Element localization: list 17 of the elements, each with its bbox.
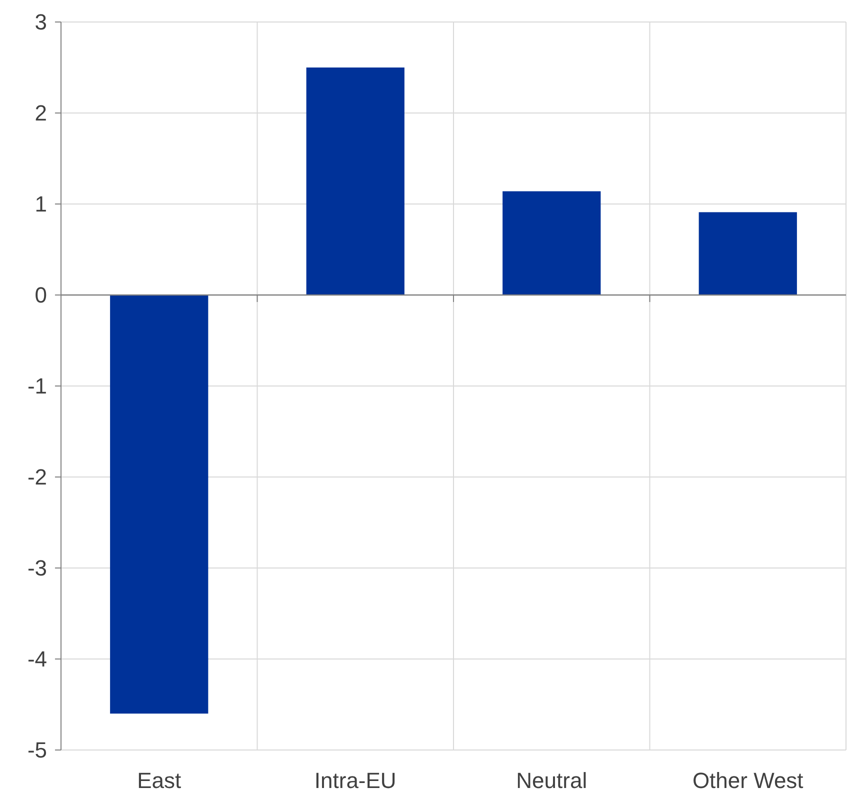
bar <box>698 212 797 295</box>
y-tick-label: 2 <box>34 100 47 126</box>
x-tick-label: Intra-EU <box>314 768 396 793</box>
y-tick-label: -4 <box>27 646 47 672</box>
y-tick-label: 0 <box>34 282 47 308</box>
bar <box>306 68 404 295</box>
y-tick-label: -2 <box>27 464 47 490</box>
y-tick-label: 1 <box>34 192 47 217</box>
y-tick-label: -5 <box>27 738 47 763</box>
x-tick-label: Neutral <box>516 768 588 793</box>
bar <box>110 295 208 714</box>
y-tick-label: 3 <box>34 10 47 35</box>
y-tick-label: -1 <box>27 374 47 399</box>
x-tick-label: East <box>137 768 182 793</box>
x-tick-label: Other West <box>692 768 804 793</box>
bar <box>502 191 601 295</box>
y-tick-label: -3 <box>27 556 47 581</box>
